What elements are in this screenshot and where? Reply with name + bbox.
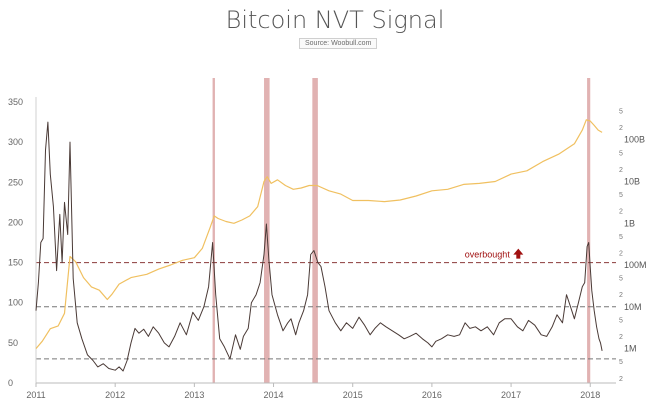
- right-minor-tick-label: 5: [619, 150, 623, 157]
- right-minor-tick-label: 2: [619, 125, 623, 132]
- nvt-signal-line: [35, 121, 603, 372]
- right-minor-tick-label: 2: [619, 209, 623, 216]
- left-axis: 0 50 100 150 200 250 300 350: [8, 97, 616, 388]
- reference-lines: [36, 262, 616, 360]
- right-tick-label: 100B: [624, 135, 645, 145]
- left-tick-label: 150: [8, 258, 23, 268]
- left-tick-label: 100: [8, 298, 23, 308]
- right-minor-tick-label: 5: [619, 234, 623, 241]
- x-tick-label: 2011: [26, 390, 45, 400]
- right-tick-label: 10M: [624, 302, 642, 312]
- x-tick-label: 2014: [264, 390, 284, 400]
- x-tick-label: 2017: [501, 390, 521, 400]
- series-lines: [35, 119, 603, 372]
- left-tick-label: 250: [8, 177, 23, 187]
- left-tick-label: 350: [8, 97, 23, 107]
- overbought-label: overbought: [465, 250, 511, 260]
- right-minor-tick-label: 5: [619, 359, 623, 366]
- x-axis: 2011 2012 2013 2014 2015 2016 2017 2018: [26, 383, 600, 400]
- x-tick-label: 2018: [580, 390, 600, 400]
- x-tick-label: 2012: [105, 390, 125, 400]
- right-tick-label: 100M: [624, 260, 647, 270]
- right-minor-tick-label: 2: [619, 167, 623, 174]
- left-tick-label: 0: [8, 378, 13, 388]
- right-minor-tick-label: 2: [619, 250, 623, 257]
- right-minor-tick-label: 5: [619, 109, 623, 116]
- highlight-band-2: [312, 78, 318, 383]
- right-tick-label: 10B: [624, 176, 640, 186]
- x-tick-label: 2015: [343, 390, 363, 400]
- right-tick-label: 1M: [624, 344, 637, 354]
- x-tick-label: 2013: [184, 390, 204, 400]
- right-minor-tick-label: 5: [619, 276, 623, 283]
- highlight-band-3: [587, 78, 591, 383]
- overbought-arrow-icon: [513, 248, 524, 259]
- right-minor-tick-label: 5: [619, 192, 623, 199]
- left-tick-label: 50: [8, 338, 18, 348]
- right-minor-tick-label: 2: [619, 334, 623, 341]
- market-cap-line: [35, 119, 603, 349]
- right-tick-label: 1B: [624, 218, 635, 228]
- right-minor-tick-label: 5: [619, 317, 623, 324]
- left-tick-label: 200: [8, 217, 23, 227]
- highlight-band-0: [212, 78, 215, 383]
- overbought-annotation: overbought: [465, 248, 524, 260]
- right-minor-tick-label: 2: [619, 292, 623, 299]
- x-tick-label: 2016: [422, 390, 442, 400]
- right-minor-tick-label: 2: [619, 376, 623, 383]
- chart-title: Bitcoin NVT Signal: [225, 6, 445, 34]
- source-label: Source: Woobull.com: [299, 38, 378, 49]
- left-tick-label: 300: [8, 137, 23, 147]
